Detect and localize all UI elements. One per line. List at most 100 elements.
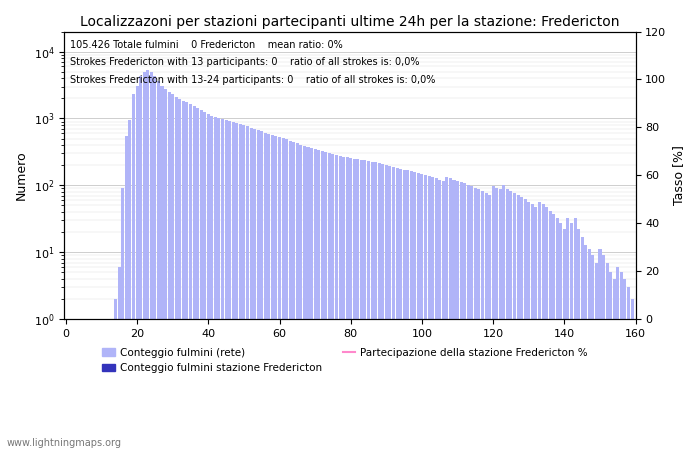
- Bar: [114, 299, 117, 450]
- Bar: [267, 134, 270, 450]
- Bar: [506, 189, 509, 450]
- Bar: [503, 185, 505, 450]
- Bar: [125, 136, 128, 450]
- Bar: [353, 158, 356, 450]
- Bar: [435, 178, 438, 450]
- Bar: [203, 112, 206, 450]
- Bar: [549, 211, 552, 450]
- Bar: [342, 157, 345, 450]
- Bar: [370, 162, 374, 450]
- Bar: [296, 144, 299, 450]
- Bar: [421, 174, 424, 450]
- Bar: [136, 86, 139, 450]
- Bar: [186, 102, 188, 450]
- Bar: [627, 287, 630, 450]
- Bar: [93, 319, 96, 450]
- Bar: [588, 249, 591, 450]
- Bar: [524, 199, 526, 450]
- Bar: [389, 166, 391, 450]
- Bar: [121, 189, 125, 450]
- Bar: [167, 92, 171, 450]
- Bar: [303, 146, 306, 450]
- Bar: [260, 131, 263, 450]
- Bar: [210, 116, 214, 450]
- Bar: [232, 122, 235, 450]
- Bar: [264, 133, 267, 450]
- Bar: [510, 191, 512, 450]
- Bar: [452, 180, 456, 450]
- Bar: [253, 129, 256, 450]
- Bar: [474, 188, 477, 450]
- Bar: [624, 279, 626, 450]
- Bar: [406, 171, 410, 450]
- Bar: [428, 176, 430, 450]
- Bar: [491, 186, 495, 450]
- Bar: [271, 135, 274, 450]
- Bar: [335, 155, 338, 450]
- Bar: [609, 272, 612, 450]
- Bar: [228, 121, 231, 450]
- Bar: [417, 173, 420, 450]
- Bar: [274, 136, 277, 450]
- Bar: [317, 150, 320, 450]
- Bar: [349, 158, 352, 450]
- Bar: [442, 181, 444, 450]
- Bar: [146, 70, 149, 450]
- Bar: [214, 117, 217, 450]
- Bar: [612, 279, 616, 450]
- Bar: [463, 183, 466, 450]
- Bar: [620, 272, 623, 450]
- Bar: [118, 267, 121, 450]
- Bar: [218, 118, 220, 450]
- Bar: [189, 104, 192, 450]
- Bar: [456, 181, 459, 450]
- Bar: [307, 147, 309, 450]
- Bar: [534, 207, 538, 450]
- Bar: [631, 299, 634, 450]
- Bar: [363, 160, 367, 450]
- Bar: [552, 214, 555, 450]
- Bar: [495, 188, 498, 450]
- Bar: [249, 128, 253, 450]
- Bar: [467, 185, 470, 450]
- Bar: [577, 229, 580, 450]
- Bar: [235, 123, 238, 450]
- Bar: [310, 148, 313, 450]
- Bar: [424, 175, 427, 450]
- Bar: [90, 319, 92, 450]
- Legend: Conteggio fulmini (rete), Conteggio fulmini stazione Fredericton, Partecipazione: Conteggio fulmini (rete), Conteggio fulm…: [98, 343, 592, 377]
- Bar: [339, 156, 342, 450]
- Bar: [616, 267, 620, 450]
- Bar: [285, 140, 288, 450]
- Bar: [104, 319, 106, 450]
- Bar: [153, 76, 156, 450]
- Bar: [531, 204, 534, 450]
- Bar: [556, 218, 559, 450]
- Bar: [328, 153, 331, 450]
- Y-axis label: Tasso [%]: Tasso [%]: [672, 145, 685, 205]
- Bar: [182, 101, 185, 450]
- Text: 105.426 Totale fulmini    0 Fredericton    mean ratio: 0%: 105.426 Totale fulmini 0 Fredericton mea…: [70, 40, 342, 50]
- Bar: [367, 161, 370, 450]
- Bar: [160, 86, 164, 450]
- Bar: [128, 120, 132, 450]
- Bar: [488, 195, 491, 450]
- Bar: [107, 319, 110, 450]
- Bar: [78, 319, 82, 450]
- Bar: [242, 126, 246, 450]
- Bar: [570, 223, 573, 450]
- Bar: [517, 195, 519, 450]
- Bar: [178, 99, 181, 450]
- Bar: [484, 193, 488, 450]
- Bar: [402, 170, 406, 450]
- Title: Localizzazoni per stazioni partecipanti ultime 24h per la stazione: Fredericton: Localizzazoni per stazioni partecipanti …: [80, 15, 620, 29]
- Bar: [172, 94, 174, 450]
- Bar: [385, 165, 388, 450]
- Bar: [449, 178, 452, 450]
- Bar: [399, 169, 402, 450]
- Bar: [431, 177, 434, 450]
- Bar: [239, 124, 242, 450]
- Bar: [111, 319, 113, 450]
- Bar: [246, 126, 249, 450]
- Bar: [257, 130, 260, 450]
